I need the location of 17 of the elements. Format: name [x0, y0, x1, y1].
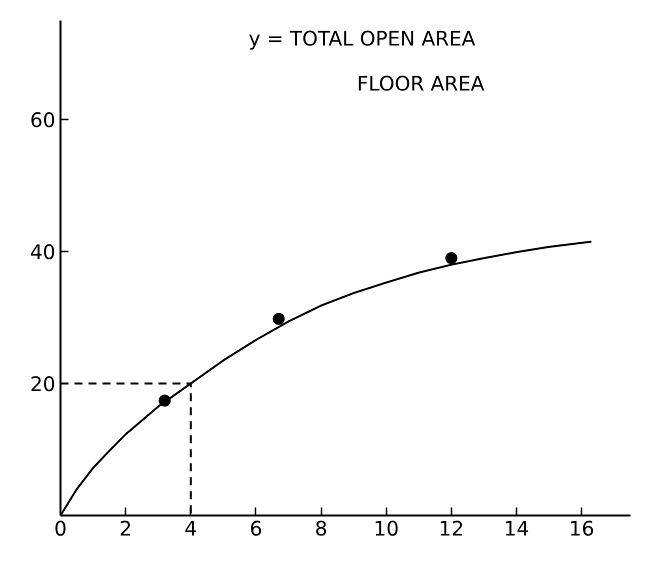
x-tick-label: 4 [184, 516, 198, 540]
y-tick-label: 40 [30, 240, 56, 264]
x-tick-label: 10 [373, 516, 399, 540]
point [445, 252, 458, 264]
chart-title: y = TOTAL OPEN AREA [248, 26, 476, 50]
x-tick-label: 12 [438, 516, 464, 540]
y-tick-label: 20 [30, 372, 56, 396]
x-tick-label: 16 [568, 516, 594, 540]
x-tick-label: 2 [119, 516, 132, 540]
y-tick-label: 60 [30, 108, 56, 132]
point [158, 394, 171, 407]
x-tick-label: 0 [54, 516, 67, 540]
x-tick-label: 8 [314, 516, 328, 540]
point [272, 312, 285, 325]
text: FLOOR AREA [356, 72, 485, 96]
x-tick-label: 14 [504, 516, 530, 540]
x-tick-label: 6 [250, 516, 262, 540]
